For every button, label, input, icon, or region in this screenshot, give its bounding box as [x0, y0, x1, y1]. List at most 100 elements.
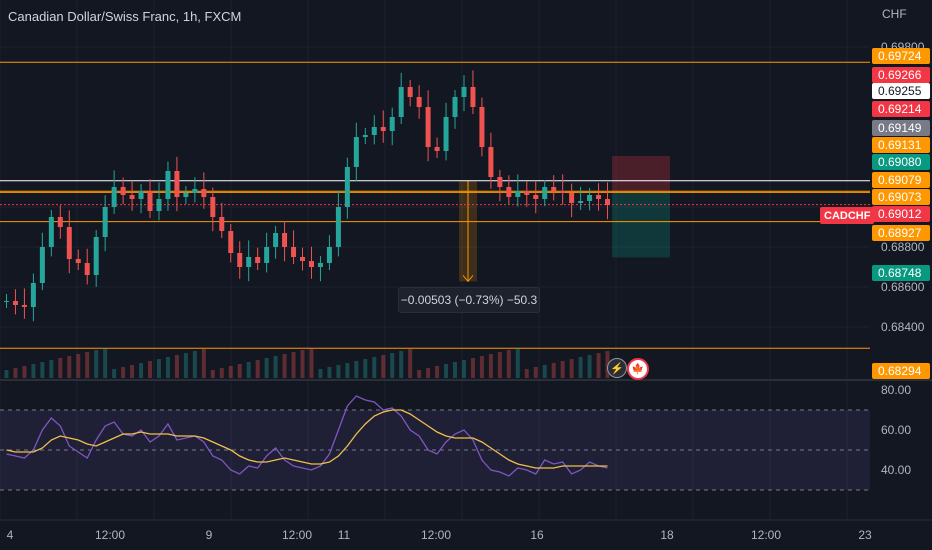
candle-body	[120, 187, 126, 195]
candle-body	[255, 257, 261, 263]
price-label-bg	[872, 206, 930, 222]
volume-bar	[381, 355, 386, 378]
volume-bar	[139, 363, 144, 378]
volume-bar	[542, 365, 547, 378]
candle-body	[84, 263, 90, 275]
price-label-bg	[872, 189, 930, 205]
volume-bar	[22, 366, 27, 378]
price-label: 0.69012	[872, 206, 930, 222]
volume-bar	[372, 357, 377, 378]
volume-bar	[524, 369, 529, 378]
volume-bar	[237, 364, 242, 378]
price-label: 0.69079	[872, 172, 930, 188]
candle-body	[362, 135, 368, 137]
price-label-bg	[872, 154, 930, 170]
candle-body	[192, 189, 198, 193]
candle-body	[353, 137, 359, 167]
volume-bar	[291, 352, 296, 378]
volume-bar	[31, 364, 36, 378]
volume-bar	[183, 353, 188, 378]
time-tick-label: 4	[7, 528, 14, 542]
price-label-bg	[872, 265, 930, 281]
price-label-bg	[872, 101, 930, 117]
rsi-tick-label: 80.00	[881, 383, 911, 397]
price-label: 0.68748	[872, 265, 930, 281]
volume-bar	[112, 369, 117, 378]
volume-bar	[210, 370, 215, 378]
candle-body	[237, 253, 243, 267]
volume-bar	[300, 350, 305, 378]
volume-bar	[156, 359, 161, 378]
candles	[3, 70, 611, 322]
candle-body	[380, 127, 386, 131]
candle-body	[434, 147, 440, 151]
price-label: 0.69255	[872, 83, 930, 99]
volume-bar	[354, 361, 359, 378]
candle-body	[174, 171, 180, 197]
candle-body	[605, 199, 611, 205]
volume-bar	[309, 348, 314, 378]
candle-body	[75, 259, 81, 263]
price-label-text: 0.69012	[878, 207, 922, 221]
candle-body	[515, 191, 521, 197]
price-label-text: 0.69214	[878, 102, 922, 116]
candle-body	[461, 87, 467, 97]
time-tick-label: 12:00	[421, 528, 451, 542]
candle-body	[165, 171, 171, 199]
candle-body	[533, 195, 539, 199]
candle-body	[578, 201, 584, 203]
candle-body	[264, 247, 270, 263]
candle-body	[219, 217, 225, 231]
lightning-icon[interactable]: ⚡	[607, 358, 627, 378]
time-tick-label: 12:00	[95, 528, 125, 542]
price-label-bg	[872, 137, 930, 153]
volume-bar	[417, 370, 422, 378]
volume-bar	[488, 354, 493, 378]
price-label-text: 0.69079	[878, 173, 922, 187]
candle-body	[210, 197, 216, 217]
candle-body	[246, 257, 252, 267]
price-label-text: 0.69149	[878, 121, 922, 135]
candle-body	[497, 177, 503, 187]
candle-body	[488, 147, 494, 177]
price-label-text: 0.69266	[878, 68, 922, 82]
candle-body	[569, 193, 575, 203]
volume-bar	[94, 350, 99, 378]
price-label-bg	[872, 172, 930, 188]
horizontal-levels	[0, 61, 870, 349]
price-tick-label: 0.68400	[881, 320, 925, 334]
candle-body	[138, 191, 144, 199]
candle-body	[335, 207, 341, 247]
candle-body	[344, 167, 350, 207]
measure-arrowhead	[462, 275, 474, 283]
price-label-bg	[872, 83, 930, 99]
price-label-text: 0.69080	[878, 155, 922, 169]
volume-bar	[273, 356, 278, 378]
currency-unit-label: CHF	[882, 7, 907, 21]
volume-bar	[148, 361, 153, 378]
volume-bar	[318, 369, 323, 378]
target-zone	[612, 192, 670, 258]
candle-body	[273, 233, 279, 247]
volume-bar	[282, 354, 287, 378]
candle-body	[542, 187, 548, 199]
candle-body	[147, 191, 153, 211]
candle-body	[129, 195, 135, 199]
price-label-text: 0.69724	[878, 49, 922, 63]
volume-bar	[363, 359, 368, 378]
candle-body	[12, 301, 18, 305]
volume-bar	[426, 368, 431, 378]
price-label-text: 0.69073	[878, 190, 922, 204]
candle-body	[416, 97, 422, 107]
time-tick-label: 11	[338, 528, 351, 542]
canada-flag-icon[interactable]: 🍁	[627, 358, 649, 380]
candle-body	[48, 217, 54, 247]
volume-bar	[4, 370, 9, 378]
volume-bar	[515, 348, 520, 378]
volume-bar	[444, 364, 449, 378]
volume-bar	[201, 349, 206, 378]
volume-bar	[560, 361, 565, 378]
candle-body	[551, 187, 557, 191]
price-label: 0.68927	[872, 225, 930, 241]
